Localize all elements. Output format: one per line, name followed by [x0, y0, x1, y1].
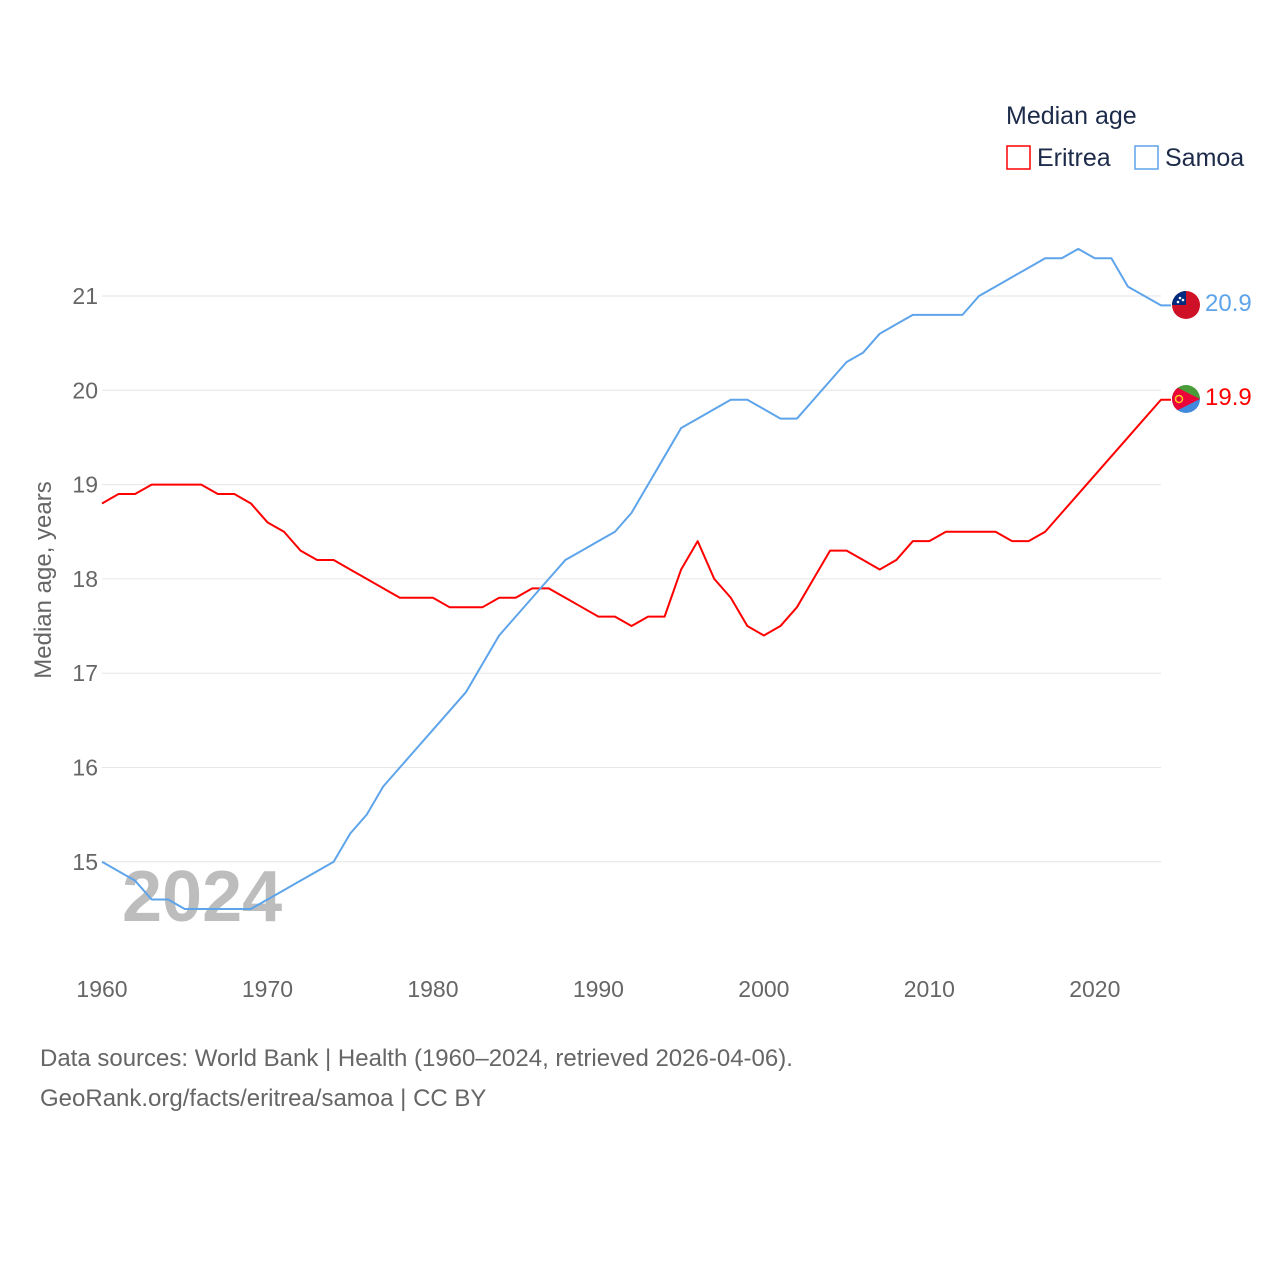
legend-swatch-samoa[interactable]: [1134, 145, 1159, 170]
series-lines: [101, 247, 1171, 910]
legend: Median age Eritrea Samoa: [1006, 102, 1244, 172]
legend-swatch-eritrea[interactable]: [1006, 145, 1031, 170]
series-line-eritrea: [101, 398, 1171, 637]
y-axis-ticks: 15 16 17 18 19 20 21: [72, 283, 98, 875]
x-tick-label: 2000: [738, 976, 789, 1002]
x-tick-label: 2010: [904, 976, 955, 1002]
x-tick-label: 2020: [1069, 976, 1120, 1002]
y-tick-label: 19: [72, 472, 98, 498]
year-watermark: 2024: [122, 857, 282, 937]
legend-title: Median age: [1006, 102, 1137, 130]
eritrea-end-value: 19.9: [1205, 384, 1252, 411]
y-tick-label: 15: [72, 849, 98, 875]
x-tick-label: 1990: [573, 976, 624, 1002]
samoa-end-value: 20.9: [1205, 290, 1252, 317]
credit-link[interactable]: GeoRank.org/facts/eritrea/samoa | CC BY: [40, 1085, 487, 1112]
legend-label-samoa[interactable]: Samoa: [1165, 144, 1244, 172]
y-tick-label: 16: [72, 755, 98, 781]
legend-label-eritrea[interactable]: Eritrea: [1037, 144, 1111, 172]
x-axis-ticks: 1960 1970 1980 1990 2000 2010 2020: [76, 976, 1120, 1002]
y-tick-label: 21: [72, 283, 98, 309]
y-axis-label: Median age, years: [30, 481, 57, 678]
samoa-flag-icon: [1172, 291, 1200, 319]
x-tick-label: 1980: [407, 976, 458, 1002]
y-tick-label: 18: [72, 566, 98, 592]
series-line-samoa: [101, 247, 1171, 910]
eritrea-flag-icon: [1172, 385, 1200, 413]
gridlines: [102, 295, 1161, 863]
y-tick-label: 20: [72, 377, 98, 403]
x-tick-label: 1970: [242, 976, 293, 1002]
y-tick-label: 17: [72, 660, 98, 686]
data-sources: Data sources: World Bank | Health (1960–…: [40, 1045, 793, 1072]
x-tick-label: 1960: [76, 976, 127, 1002]
